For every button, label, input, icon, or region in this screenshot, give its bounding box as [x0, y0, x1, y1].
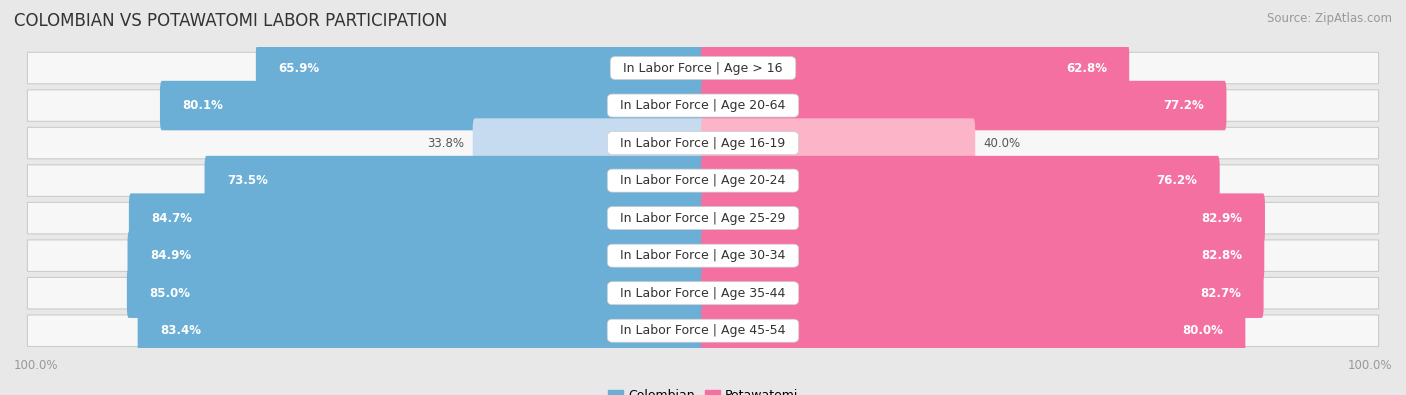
Text: 77.2%: 77.2% [1163, 99, 1204, 112]
Text: 83.4%: 83.4% [160, 324, 201, 337]
FancyBboxPatch shape [138, 306, 704, 356]
FancyBboxPatch shape [256, 43, 704, 93]
Text: In Labor Force | Age 20-64: In Labor Force | Age 20-64 [612, 99, 794, 112]
FancyBboxPatch shape [702, 231, 1264, 280]
FancyBboxPatch shape [702, 81, 1226, 130]
Text: In Labor Force | Age 16-19: In Labor Force | Age 16-19 [613, 137, 793, 150]
Text: 82.7%: 82.7% [1201, 287, 1241, 300]
Legend: Colombian, Potawatomi: Colombian, Potawatomi [603, 384, 803, 395]
FancyBboxPatch shape [28, 52, 1378, 84]
Text: In Labor Force | Age 45-54: In Labor Force | Age 45-54 [612, 324, 794, 337]
FancyBboxPatch shape [472, 118, 704, 168]
FancyBboxPatch shape [28, 202, 1378, 234]
FancyBboxPatch shape [127, 269, 704, 318]
FancyBboxPatch shape [129, 194, 704, 243]
Text: 100.0%: 100.0% [1347, 359, 1392, 372]
FancyBboxPatch shape [702, 118, 976, 168]
FancyBboxPatch shape [702, 269, 1264, 318]
Text: 80.0%: 80.0% [1182, 324, 1223, 337]
FancyBboxPatch shape [702, 306, 1246, 356]
Text: 85.0%: 85.0% [149, 287, 190, 300]
FancyBboxPatch shape [702, 156, 1219, 205]
Text: 84.7%: 84.7% [152, 212, 193, 225]
Text: 100.0%: 100.0% [14, 359, 59, 372]
Text: 76.2%: 76.2% [1157, 174, 1198, 187]
FancyBboxPatch shape [28, 165, 1378, 196]
Text: 33.8%: 33.8% [427, 137, 464, 150]
Text: 40.0%: 40.0% [983, 137, 1021, 150]
Text: In Labor Force | Age > 16: In Labor Force | Age > 16 [616, 62, 790, 75]
FancyBboxPatch shape [28, 240, 1378, 271]
Text: 65.9%: 65.9% [278, 62, 319, 75]
FancyBboxPatch shape [28, 90, 1378, 121]
FancyBboxPatch shape [28, 315, 1378, 346]
FancyBboxPatch shape [128, 231, 704, 280]
Text: 62.8%: 62.8% [1066, 62, 1107, 75]
Text: 80.1%: 80.1% [183, 99, 224, 112]
FancyBboxPatch shape [204, 156, 704, 205]
FancyBboxPatch shape [702, 194, 1265, 243]
Text: 82.9%: 82.9% [1202, 212, 1243, 225]
Text: In Labor Force | Age 25-29: In Labor Force | Age 25-29 [612, 212, 794, 225]
Text: COLOMBIAN VS POTAWATOMI LABOR PARTICIPATION: COLOMBIAN VS POTAWATOMI LABOR PARTICIPAT… [14, 12, 447, 30]
FancyBboxPatch shape [28, 127, 1378, 159]
Text: 82.8%: 82.8% [1201, 249, 1241, 262]
Text: 73.5%: 73.5% [226, 174, 267, 187]
Text: In Labor Force | Age 20-24: In Labor Force | Age 20-24 [612, 174, 794, 187]
FancyBboxPatch shape [702, 43, 1129, 93]
Text: In Labor Force | Age 35-44: In Labor Force | Age 35-44 [612, 287, 794, 300]
FancyBboxPatch shape [28, 277, 1378, 309]
Text: In Labor Force | Age 30-34: In Labor Force | Age 30-34 [612, 249, 794, 262]
FancyBboxPatch shape [160, 81, 704, 130]
Text: 84.9%: 84.9% [150, 249, 191, 262]
Text: Source: ZipAtlas.com: Source: ZipAtlas.com [1267, 12, 1392, 25]
